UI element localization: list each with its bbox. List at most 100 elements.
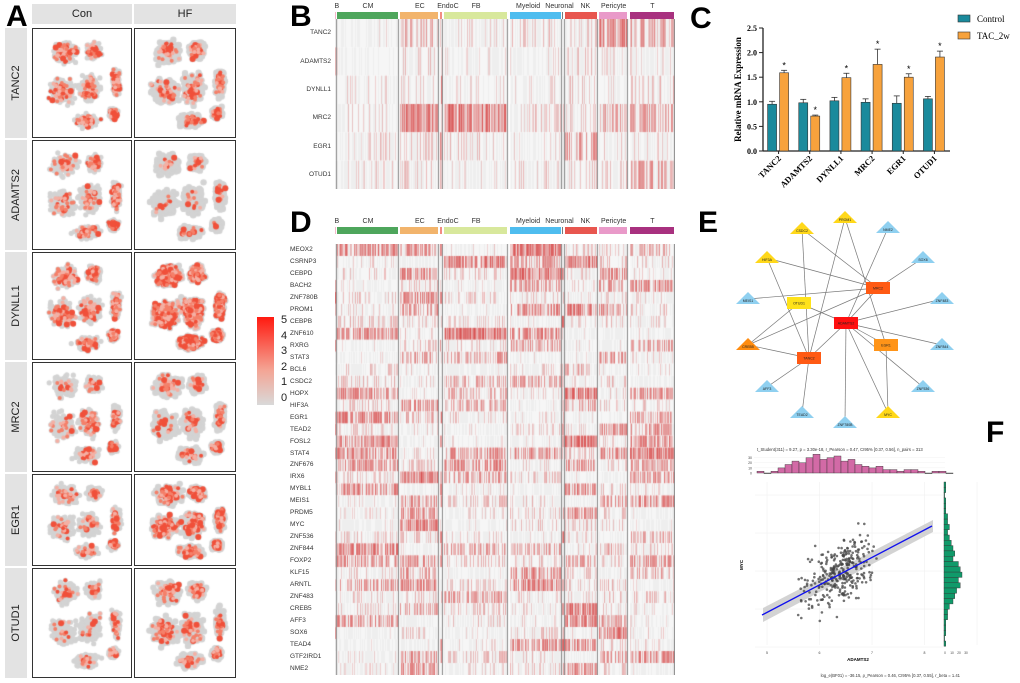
scatter-point [841,558,845,562]
heatmap-gene-label: CSRNP3 [290,257,317,265]
gene-row-label: DYNLL1 [5,252,27,360]
right-hist-tick: 30 [964,651,968,655]
scatter-point [817,577,820,581]
scatter-point [846,573,849,576]
scatter-point [831,585,834,589]
heatmap-gene-label: STAT4 [290,449,310,457]
right-hist-bar [943,609,948,615]
scatter-point [817,586,821,589]
scatter-point [806,557,810,561]
tsne-plot [32,28,132,138]
top-hist-bar [770,471,779,474]
tsne-plot [134,362,236,472]
heatmap-gene-label: BCL6 [290,365,307,373]
top-hist-bar [924,472,933,474]
right-hist-bar [943,571,963,578]
cell-type-label: T [650,218,655,225]
cell-type-segment [629,227,674,234]
heatmap-gene-label: EGR1 [313,142,331,150]
network-node-label: MRC2 [873,287,883,291]
heatmap-matrix [335,244,675,675]
cell-type-label: EndoC [437,3,459,10]
network-edge [808,217,846,359]
top-hist-bar [819,459,828,474]
top-hist-tick: 30 [748,456,752,460]
gene-row-label: TANC2 [5,28,27,138]
scatter-point [866,547,869,551]
network-node-tead2 [790,406,814,418]
cell-type-label: Myeloid [516,218,541,225]
heatmap-gene-label: TANC2 [310,29,331,37]
condition-header-con: Con [32,4,132,24]
network-edge [845,322,889,414]
scatter-point [855,567,858,571]
scatter-point [847,552,851,555]
heatmap-gene-label: PRDM5 [290,509,313,517]
network-node-label: ZNF844 [936,345,949,349]
top-hist-bar [903,469,912,474]
scatter-point [843,549,846,553]
legend-tick: 5 [281,314,288,326]
right-hist-bar [943,513,948,520]
heatmap-gene-label: FOSL2 [290,437,311,445]
scatter-point [860,581,864,584]
scatter-point [838,590,842,593]
scatter-point [817,560,821,563]
scatter-point [868,563,871,567]
scatter-point [862,554,866,558]
scatter-point [842,539,846,542]
top-hist-bar [812,454,821,474]
network-edge [801,357,810,414]
heatmap-gene-label: MYBL1 [290,485,312,493]
cell-type-segment [562,12,564,19]
top-hist-bar [756,471,765,474]
scatter-point [817,603,820,606]
scatter-point [805,582,809,585]
right-hist-tick: 20 [957,651,961,655]
scatter-point [821,593,825,597]
top-hist-bar [847,459,856,474]
network-node-label: CSDC2 [796,229,808,233]
cell-type-segment [335,227,336,234]
cell-type-label: Neuronal [545,3,574,10]
right-hist-bar [943,587,957,594]
heatmap-gene-label: MRC2 [312,114,331,122]
heatmap-gene-label: ADAMTS2 [300,57,331,65]
heatmap-gene-label: AFF3 [290,617,306,625]
scatter-point [837,593,841,597]
network-node-csdc2 [790,222,814,234]
scatter-point [821,567,825,570]
scatter-point [860,540,864,543]
cell-type-segment [335,12,336,19]
scatter-point [846,566,849,570]
y-tick-label: 0.5 [747,122,757,131]
scatter-point [860,567,863,570]
scatter-point [838,577,841,580]
legend-swatch [957,31,971,40]
heatmap-matrix [335,19,675,189]
scatter-point [807,603,811,607]
scatter-point [830,588,833,592]
scatter-point [807,607,811,610]
cell-type-label: B [334,3,340,10]
cell-type-segment [598,227,628,234]
network-node-prom1 [833,211,857,223]
network-node-label: SOX6 [918,258,927,262]
scatter-point [846,559,849,563]
network-node-creb5 [736,338,760,350]
scatter-point [814,590,818,593]
gene-row-label: OTUD1 [5,568,27,678]
scatter-point [854,596,858,600]
network-node-label: OTUD1 [793,302,805,306]
scatter-point [867,550,871,554]
network-node-label: ADAMTS2 [838,322,855,326]
tsne-plot [134,568,236,678]
scatter-point [808,560,812,564]
scatter-point [818,619,822,623]
heatmap-gene-label: STAT3 [290,353,310,361]
scatter-point [857,548,861,551]
scatter-point [842,574,846,578]
right-hist-tick: 10 [950,651,954,655]
cell-type-label: CM [362,3,374,10]
scatter-point [855,586,858,590]
